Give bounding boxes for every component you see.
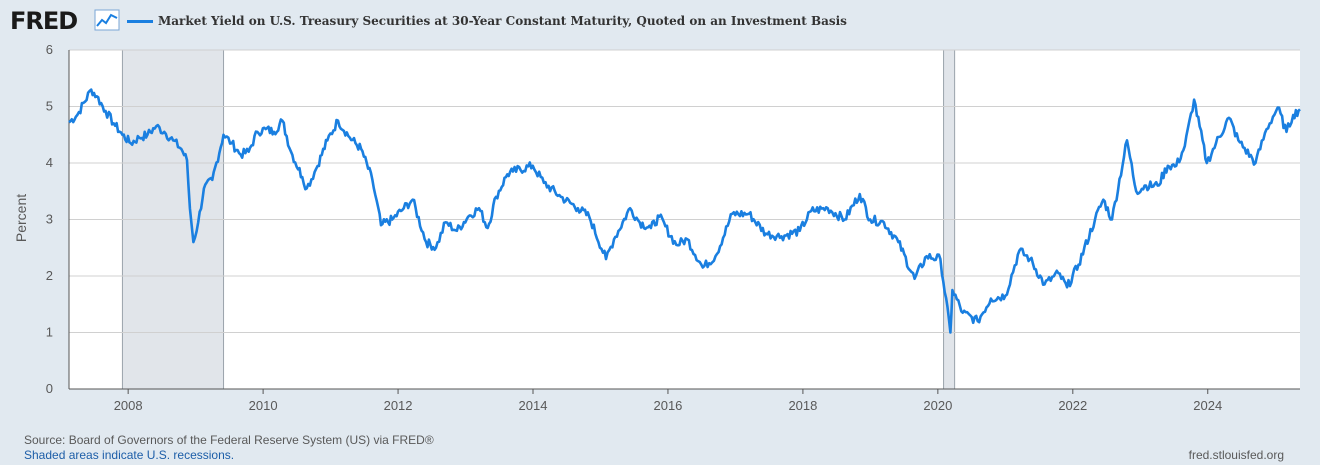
x-tick-label: 2022	[1058, 398, 1087, 413]
y-tick-labels: 0 1 2 3 4 5 6	[46, 42, 53, 396]
chart-title[interactable]: Market Yield on U.S. Treasury Securities…	[158, 14, 847, 28]
y-tick-label: 2	[46, 268, 53, 283]
y-axis-label: Percent	[13, 194, 29, 242]
x-tick-label: 2024	[1193, 398, 1222, 413]
x-tick-label: 2016	[653, 398, 682, 413]
recession-note[interactable]: Shaded areas indicate U.S. recessions.	[24, 448, 235, 462]
y-tick-label: 6	[46, 42, 53, 57]
x-tick-label: 2018	[788, 398, 817, 413]
fred-logo[interactable]: FRED	[10, 7, 78, 35]
x-tick-label: 2012	[384, 398, 413, 413]
x-tick-label: 2008	[114, 398, 143, 413]
y-tick-label: 1	[46, 325, 53, 340]
site-url[interactable]: fred.stlouisfed.org	[1188, 448, 1284, 462]
y-tick-label: 4	[46, 155, 53, 170]
y-tick-label: 3	[46, 212, 53, 227]
legend-swatch	[127, 20, 153, 23]
source-line: Source: Board of Governors of the Federa…	[24, 433, 434, 447]
x-tick-label: 2014	[519, 398, 548, 413]
x-tick-labels: 2008 2010 2012 2014 2016 2018 2020 2022 2024	[114, 389, 1222, 413]
x-tick-label: 2010	[249, 398, 278, 413]
y-tick-label: 5	[46, 99, 53, 114]
chart-header: FRED Market Yield on U.S. Treasury Secur…	[8, 6, 1308, 36]
chart: 0 1 2 3 4 5 6 2008 2010 2012 2014 2016 2018 2020 2022…	[13, 42, 1301, 413]
y-tick-label: 0	[46, 381, 53, 396]
series-line[interactable]	[68, 88, 1301, 334]
axes	[68, 50, 1300, 390]
x-tick-label: 2020	[923, 398, 952, 413]
chart-line-icon	[94, 9, 120, 31]
